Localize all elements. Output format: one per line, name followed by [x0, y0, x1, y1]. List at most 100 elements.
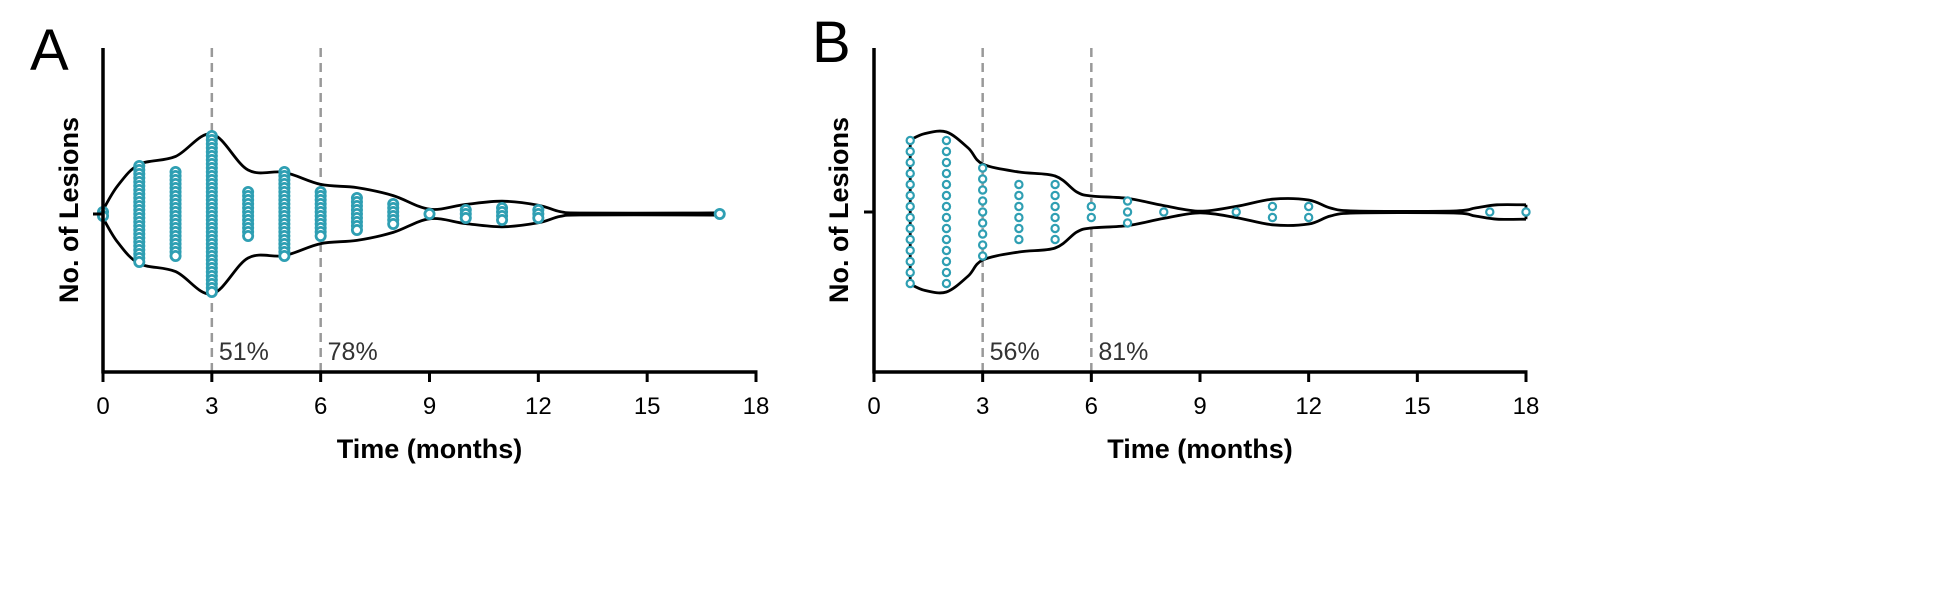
- violin-lower-outline: [101, 213, 720, 296]
- violin-lower-outline: [909, 211, 1527, 295]
- data-point: [905, 234, 915, 245]
- reference-label-6: 81%: [1098, 338, 1148, 366]
- data-point: [941, 179, 952, 190]
- data-point: [1014, 223, 1024, 234]
- data-point: [941, 135, 952, 146]
- y-axis-label: No. of Lesions: [824, 117, 854, 303]
- x-tick-label-15: 15: [1404, 393, 1431, 420]
- data-point: [977, 218, 988, 228]
- data-point: [459, 211, 472, 224]
- data-point: [941, 223, 952, 234]
- x-tick-label-9: 9: [423, 393, 436, 420]
- data-point: [941, 157, 952, 168]
- data-point: [1014, 212, 1024, 223]
- data-point: [977, 196, 988, 206]
- data-point: [905, 245, 915, 256]
- data-point: [905, 168, 915, 179]
- data-point: [977, 185, 988, 195]
- data-point: [941, 234, 952, 245]
- reference-label-3: 56%: [990, 338, 1040, 366]
- data-point: [1014, 201, 1024, 212]
- data-point: [314, 229, 327, 242]
- data-point: [977, 163, 988, 173]
- data-point: [941, 278, 952, 289]
- data-point: [905, 201, 915, 212]
- reference-label-6: 78%: [328, 338, 378, 366]
- data-point: [1122, 196, 1133, 206]
- data-point: [941, 256, 952, 267]
- data-point: [242, 229, 255, 242]
- x-tick-label-0: 0: [867, 393, 880, 420]
- x-tick-label-12: 12: [525, 393, 552, 420]
- data-point: [1122, 218, 1133, 228]
- data-point: [977, 229, 988, 239]
- data-point: [1086, 212, 1097, 223]
- data-point: [1050, 190, 1060, 201]
- x-axis-label: Time (months): [1107, 434, 1293, 464]
- x-tick-label-3: 3: [976, 393, 989, 420]
- data-point: [905, 267, 915, 278]
- data-point: [133, 255, 146, 268]
- data-point: [941, 267, 952, 278]
- data-point: [905, 179, 915, 190]
- x-tick-label-18: 18: [1513, 393, 1540, 420]
- x-tick-label-9: 9: [1193, 393, 1206, 420]
- data-point: [278, 249, 291, 262]
- data-point: [941, 190, 952, 201]
- data-point: [977, 174, 988, 184]
- data-point: [905, 157, 915, 168]
- data-point: [350, 223, 363, 236]
- data-point: [1521, 207, 1531, 217]
- x-axis-label: Time (months): [337, 434, 523, 464]
- data-point: [1122, 207, 1133, 217]
- data-point: [1303, 212, 1314, 223]
- data-point: [977, 251, 988, 261]
- x-tick-label-15: 15: [634, 393, 661, 420]
- x-tick-label-6: 6: [1085, 393, 1098, 420]
- panel-letter: B: [812, 10, 851, 75]
- data-point: [1086, 201, 1097, 212]
- data-point: [1267, 212, 1278, 223]
- panel-a: A No. of Lesions 51% 78% 0 3 6 9 12 15 18 Time (mon…: [30, 18, 769, 464]
- data-point: [1267, 201, 1278, 212]
- violin-upper-outline: [101, 132, 720, 215]
- x-tick-label-12: 12: [1295, 393, 1322, 420]
- data-point: [905, 135, 915, 146]
- x-tick-label-6: 6: [314, 393, 327, 420]
- data-point: [1303, 201, 1314, 212]
- panel-b: B No. of Lesions 56% 81% 0 3 6 9 12 15 18 Time (mon…: [812, 10, 1539, 464]
- data-point: [941, 212, 952, 223]
- data-point: [1050, 234, 1060, 245]
- data-point: [1159, 207, 1169, 217]
- data-point: [1014, 234, 1024, 245]
- data-point: [905, 146, 915, 157]
- data-point: [387, 217, 400, 230]
- x-tick-label-3: 3: [205, 393, 218, 420]
- x-tick-label-18: 18: [743, 393, 770, 420]
- data-point: [941, 168, 952, 179]
- data-point: [496, 213, 509, 226]
- data-point: [1014, 190, 1024, 201]
- data-point: [905, 256, 915, 267]
- panel-letter: A: [30, 18, 69, 83]
- data-point: [1050, 201, 1060, 212]
- data-point: [423, 207, 436, 220]
- violin-upper-outline: [909, 129, 1527, 213]
- data-point: [205, 285, 218, 298]
- data-point: [977, 207, 988, 217]
- data-point: [169, 249, 182, 262]
- data-point: [1050, 212, 1060, 223]
- y-axis-label: No. of Lesions: [54, 117, 84, 303]
- data-point: [941, 146, 952, 157]
- data-point: [1014, 179, 1024, 190]
- data-point: [1050, 179, 1060, 190]
- data-point: [1485, 207, 1495, 217]
- data-point: [977, 240, 988, 250]
- data-point: [1050, 223, 1060, 234]
- data-point: [905, 278, 915, 289]
- data-point: [941, 245, 952, 256]
- data-point: [905, 223, 915, 234]
- data-point: [905, 190, 915, 201]
- x-tick-label-0: 0: [96, 393, 109, 420]
